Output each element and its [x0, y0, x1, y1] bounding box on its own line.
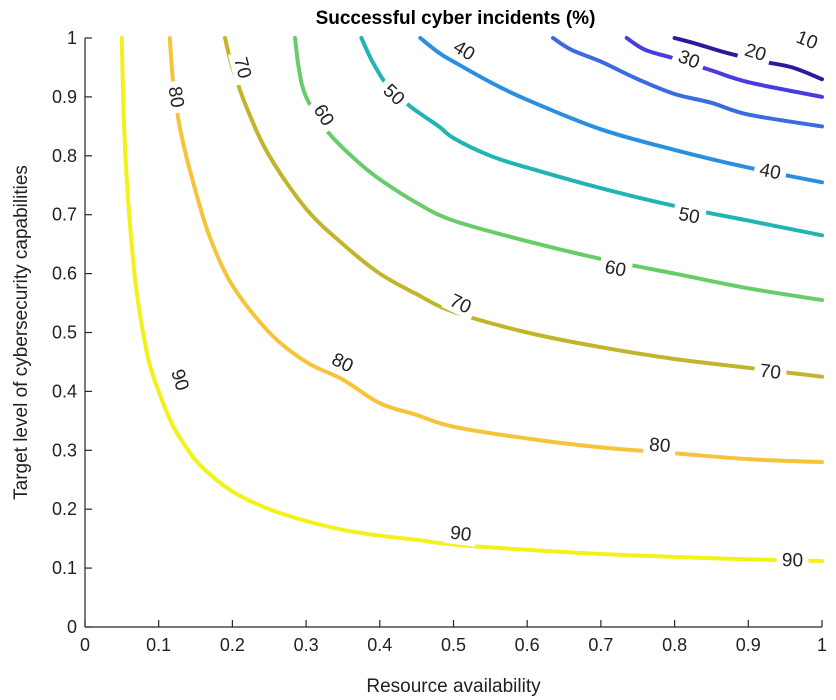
y-axis-label: Target level of cybersecurity capabiliti…: [11, 165, 32, 500]
x-tick-label: 0.5: [441, 635, 466, 655]
contour-label-70-0: 70: [227, 49, 260, 86]
contour-label-90-0: 90: [164, 360, 198, 399]
contour-line-90: [119, 36, 824, 563]
axes: 0 0.1 0.2 0.3 0.4 0.5 0.6 0.7 0.8 0.9 1 0 0.1 0.2 0.3 0…: [52, 28, 827, 655]
contour-line-80: [167, 36, 824, 465]
y-tick-label: 0.3: [52, 440, 77, 460]
contour-label-text: 90: [449, 523, 473, 547]
y-tick-label: 0.4: [52, 381, 77, 401]
x-tick-label: 0.8: [662, 635, 687, 655]
contour-label-text: 70: [758, 361, 781, 384]
contour-label-bg: [736, 35, 775, 68]
x-tick-label: 0.7: [588, 635, 613, 655]
contour-label-bg: [787, 22, 827, 57]
contour-label-20-0: 20: [736, 35, 775, 68]
y-tick-label: 0.2: [52, 499, 77, 519]
contour-label-bg: [441, 285, 481, 321]
contour-label-60-0: 60: [305, 94, 344, 135]
contour-label-70-2: 70: [753, 356, 788, 385]
contour-line-70: [223, 36, 824, 379]
contour-label-bg: [164, 360, 198, 399]
x-tick-label: 0.3: [294, 635, 319, 655]
contour-label-80-2: 80: [642, 431, 677, 458]
contour-line-40: [418, 36, 824, 185]
contour-label-text: 90: [782, 550, 804, 572]
contour-label-text: 80: [164, 85, 188, 109]
contour-label-90-2: 90: [776, 546, 809, 572]
contour-label-text: 40: [758, 160, 783, 185]
contour-label-text: 60: [603, 257, 628, 282]
contour-label-bg: [444, 31, 485, 69]
x-tick-label: 0.1: [146, 635, 171, 655]
contour-label-50-1: 50: [671, 199, 708, 230]
x-tick-label: 1: [817, 635, 827, 655]
contour-line-30: [551, 36, 824, 129]
y-tick-label: 0.7: [52, 205, 77, 225]
contour-label-40-1: 40: [752, 155, 789, 186]
contour-label-bg: [323, 344, 363, 380]
contour-label-bg: [752, 155, 789, 186]
contour-label-bg: [671, 199, 708, 230]
y-tick-label: 0.9: [52, 87, 77, 107]
x-tick-label: 0: [80, 635, 90, 655]
x-tick-label: 0.4: [367, 635, 392, 655]
contour-label-40-0: 40: [444, 31, 485, 69]
x-tick-label: 0.2: [220, 635, 245, 655]
y-tick-label: 1: [67, 28, 77, 48]
x-axis-label: Resource availability: [366, 676, 541, 697]
y-tick-label: 0.8: [52, 146, 77, 166]
y-tick-label: 0.5: [52, 323, 77, 343]
y-tick-label: 0.6: [52, 264, 77, 284]
y-tick-label: 0: [67, 617, 77, 637]
contour-label-text: 50: [677, 204, 702, 229]
contour-label-bg: [305, 94, 344, 135]
y-tick-label: 0.1: [52, 558, 77, 578]
contour-line-50: [359, 36, 824, 238]
contour-label-bg: [443, 518, 479, 547]
contour-label-bg: [776, 546, 809, 572]
contour-label-80-0: 80: [162, 79, 192, 115]
contour-label-bg: [753, 356, 788, 385]
contour-label-bg: [642, 431, 677, 458]
contour-label-bg: [162, 79, 192, 115]
contour-label-text: 80: [648, 435, 671, 458]
contour-label-bg: [374, 74, 415, 114]
contour-label-90-1: 90: [443, 518, 479, 547]
contour-label-bg: [597, 252, 634, 283]
contour-label-10-0: 10: [787, 22, 827, 57]
contour-line-60: [293, 36, 824, 303]
contour-label-60-1: 60: [597, 252, 634, 283]
contour-label-bg: [227, 49, 260, 86]
contour-label-bg: [669, 41, 709, 76]
contour-label-50-0: 50: [374, 74, 415, 114]
x-tick-label: 0.9: [736, 635, 761, 655]
contour-label-70-1: 70: [441, 285, 481, 321]
contour-label-text: 70: [229, 55, 254, 81]
chart-title: Successful cyber incidents (%): [316, 8, 596, 29]
x-tick-label: 0.6: [515, 635, 540, 655]
